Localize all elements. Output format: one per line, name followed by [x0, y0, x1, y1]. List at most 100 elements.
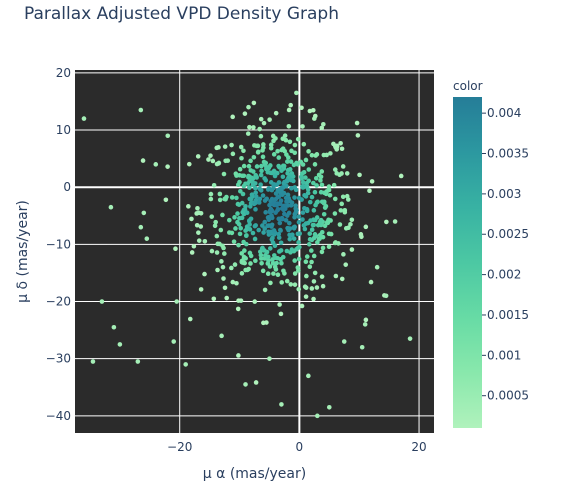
- scatter-point: [187, 316, 193, 322]
- scatter-point: [217, 191, 223, 197]
- scatter-point: [216, 145, 221, 150]
- scatter-point: [195, 206, 200, 211]
- scatter-point: [238, 144, 244, 150]
- scatter-point: [276, 231, 282, 237]
- scatter-point: [281, 268, 286, 274]
- scatter-point: [230, 279, 236, 285]
- scatter-point: [221, 171, 227, 177]
- scatter-point: [218, 227, 224, 233]
- scatter-point: [303, 294, 309, 299]
- scatter-point: [141, 210, 147, 216]
- scatter-point: [217, 197, 223, 203]
- scatter-point: [243, 382, 248, 387]
- scatter-point: [231, 239, 237, 244]
- scatter-point: [309, 259, 314, 265]
- scatter-point: [326, 404, 332, 410]
- scatter-point: [254, 164, 260, 169]
- colorbar-tick-label: 0.004: [487, 106, 521, 120]
- scatter-point: [242, 111, 248, 116]
- scatter-point: [246, 104, 251, 110]
- scatter-point: [304, 273, 309, 279]
- scatter-point: [292, 271, 298, 276]
- scatter-point: [108, 204, 114, 210]
- scatter-point: [229, 142, 234, 148]
- scatter-point: [316, 172, 322, 178]
- scatter-point: [264, 320, 269, 325]
- scatter-point: [302, 284, 308, 290]
- scatter-point: [296, 214, 302, 219]
- scatter-point: [258, 116, 264, 122]
- scatter-point: [198, 211, 204, 216]
- scatter-point: [332, 167, 338, 172]
- scatter-point: [232, 262, 238, 267]
- scatter-point: [244, 241, 249, 247]
- y-tick-label: 20: [56, 66, 71, 80]
- scatter-point: [191, 243, 197, 249]
- scatter-point: [326, 184, 332, 189]
- scatter-point: [318, 189, 324, 195]
- scatter-point: [272, 253, 277, 258]
- scatter-point: [259, 260, 264, 266]
- scatter-point: [261, 142, 266, 147]
- scatter-point: [253, 223, 259, 228]
- scatter-point: [301, 141, 307, 147]
- scatter-point: [288, 177, 294, 183]
- y-tick-label: −10: [46, 237, 71, 251]
- scatter-point: [337, 222, 343, 227]
- scatter-point: [284, 278, 290, 284]
- scatter-point: [313, 202, 318, 208]
- scatter-point: [111, 324, 117, 330]
- scatter-point: [251, 100, 257, 106]
- scatter-point: [295, 265, 301, 270]
- colorbar-tick-label: 0.003: [487, 187, 521, 201]
- scatter-point: [314, 183, 319, 188]
- scatter-point: [289, 247, 295, 252]
- y-tick-label: −20: [46, 295, 71, 309]
- scatter-point: [196, 238, 202, 243]
- scatter-point: [247, 124, 252, 130]
- scatter-point: [285, 225, 290, 231]
- scatter-point: [392, 219, 398, 224]
- scatter-point: [291, 225, 296, 230]
- scatter-point: [287, 139, 293, 145]
- scatter-point: [311, 208, 317, 213]
- scatter-point: [367, 188, 372, 194]
- scatter-point: [215, 267, 220, 273]
- scatter-point: [90, 359, 96, 364]
- scatter-point: [257, 196, 263, 202]
- scatter-point: [312, 270, 318, 276]
- scatter-point: [222, 144, 228, 149]
- scatter-point: [209, 248, 215, 254]
- scatter-point: [287, 232, 292, 238]
- scatter-point: [233, 226, 238, 231]
- scatter-point: [234, 195, 239, 201]
- scatter-point: [244, 233, 249, 238]
- scatter-point: [309, 227, 315, 233]
- scatter-point: [260, 193, 266, 198]
- scatter-point: [263, 177, 269, 183]
- scatter-point: [383, 293, 389, 299]
- scatter-point: [277, 227, 283, 233]
- scatter-point: [334, 147, 340, 152]
- scatter-point: [300, 162, 306, 167]
- scatter-point: [239, 271, 245, 276]
- scatter-point: [316, 236, 322, 242]
- scatter-point: [312, 162, 318, 167]
- scatter-point: [99, 299, 105, 304]
- y-tick-label: 0: [63, 180, 71, 194]
- colorbar-tick-label: 0.0015: [487, 308, 529, 322]
- scatter-point: [283, 217, 289, 223]
- scatter-point: [294, 90, 299, 96]
- scatter-point: [296, 240, 301, 245]
- scatter-point: [230, 151, 236, 157]
- scatter-point: [202, 238, 208, 244]
- scatter-point: [280, 254, 286, 260]
- scatter-point: [357, 172, 362, 178]
- scatter-point: [317, 232, 323, 238]
- scatter-point: [292, 195, 297, 200]
- colorbar-tick-label: 0.002: [487, 268, 521, 282]
- scatter-point: [293, 206, 298, 211]
- scatter-point: [209, 214, 215, 219]
- scatter-point: [279, 402, 284, 407]
